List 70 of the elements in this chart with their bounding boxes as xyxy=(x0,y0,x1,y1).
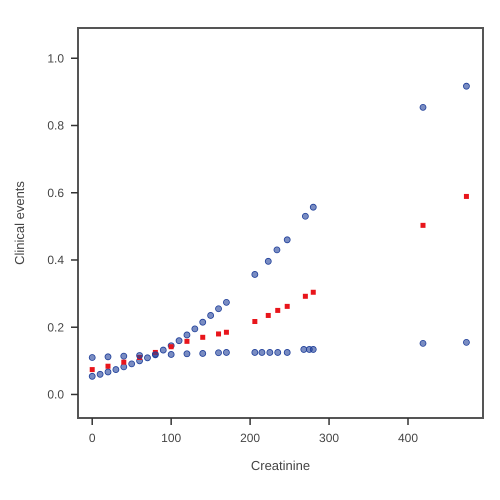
point xyxy=(274,246,280,254)
point xyxy=(121,360,126,365)
point xyxy=(215,349,222,356)
point xyxy=(176,337,182,344)
point xyxy=(144,354,151,362)
point xyxy=(168,351,175,358)
point xyxy=(200,334,206,340)
y-tick-label: 0.4 xyxy=(47,253,64,268)
point xyxy=(275,308,280,313)
point xyxy=(464,194,469,199)
point xyxy=(88,372,96,380)
point xyxy=(223,349,230,356)
point xyxy=(264,258,272,265)
point xyxy=(184,338,190,344)
point xyxy=(310,290,316,295)
point xyxy=(284,304,290,309)
point xyxy=(106,364,110,369)
point xyxy=(300,346,308,353)
y-tick-label: 1.0 xyxy=(47,51,64,66)
point xyxy=(90,367,95,372)
y-tick-label: 0.6 xyxy=(47,186,64,200)
point xyxy=(258,349,266,356)
point xyxy=(104,353,112,360)
point xyxy=(152,350,158,355)
point xyxy=(137,354,142,360)
point xyxy=(88,354,96,361)
point xyxy=(96,370,104,378)
x-axis-title: Creatinine xyxy=(250,458,310,473)
y-tick-label: 0.0 xyxy=(47,388,64,402)
point xyxy=(252,319,258,324)
point xyxy=(199,350,206,357)
x-tick-label: 300 xyxy=(319,431,340,445)
point xyxy=(199,318,206,326)
point xyxy=(310,346,317,353)
point xyxy=(184,332,190,338)
point xyxy=(420,104,426,111)
point xyxy=(302,294,308,299)
point xyxy=(251,349,258,356)
point xyxy=(274,349,282,356)
point xyxy=(463,338,470,346)
point xyxy=(184,350,190,358)
point xyxy=(191,326,198,332)
point xyxy=(207,312,214,319)
point xyxy=(216,331,222,336)
point xyxy=(266,312,271,318)
point xyxy=(266,349,274,356)
point xyxy=(284,349,291,356)
y-axis-title: Clinical events xyxy=(12,180,27,265)
point xyxy=(128,360,136,368)
x-tick-label: 400 xyxy=(398,431,418,445)
x-tick-label: 0 xyxy=(88,431,96,445)
point xyxy=(302,212,309,220)
y-tick-label: 0.8 xyxy=(47,118,64,133)
point xyxy=(104,368,112,376)
y-tick-label: 0.2 xyxy=(47,320,64,334)
point xyxy=(112,366,120,373)
point xyxy=(251,271,258,278)
x-tick-label: 100 xyxy=(161,431,182,445)
point xyxy=(215,305,222,312)
point xyxy=(223,298,230,306)
point xyxy=(463,82,470,90)
point xyxy=(284,236,291,244)
point xyxy=(310,204,317,211)
point xyxy=(136,352,143,359)
point xyxy=(224,330,229,335)
point xyxy=(120,352,128,360)
x-tick-label: 200 xyxy=(240,431,260,445)
point xyxy=(160,346,167,354)
point xyxy=(420,340,426,347)
point xyxy=(420,222,426,228)
